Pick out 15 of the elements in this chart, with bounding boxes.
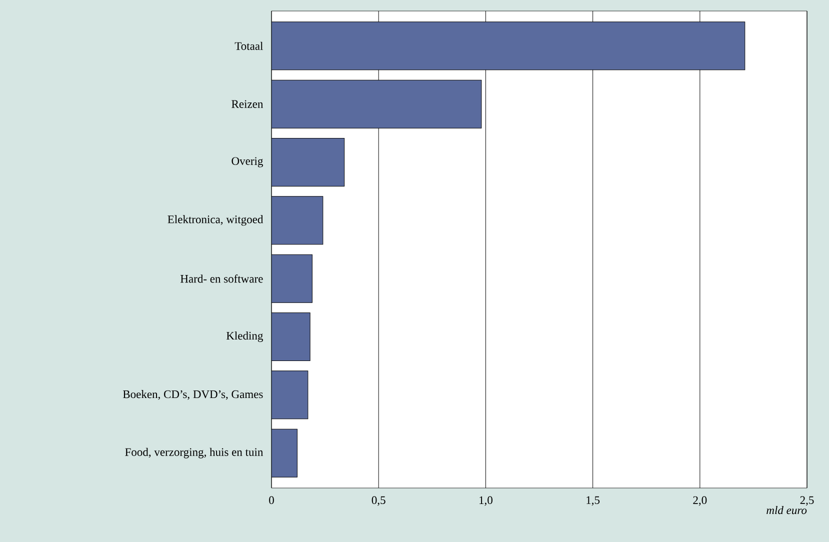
y-tick-label: Boeken, CD’s, DVD’s, Games <box>122 390 263 400</box>
y-tick-label: Kleding <box>226 332 263 342</box>
x-axis-title: mld euro <box>766 506 807 514</box>
y-tick-label: Totaal <box>234 42 263 50</box>
x-tick-label: 2,5 <box>800 496 814 506</box>
y-tick-label: Food, verzorging, huis en tuin <box>125 448 264 458</box>
x-tick-label: 0,5 <box>372 496 386 506</box>
x-tick-label: 0 <box>269 496 274 504</box>
x-tick-label: 1,0 <box>480 496 492 506</box>
x-tick-label: 2,0 <box>693 496 707 506</box>
y-tick-label: Reizen <box>232 100 264 108</box>
y-tick-label: Overig <box>232 157 263 168</box>
x-tick-label: 1,5 <box>586 496 600 506</box>
y-tick-label: Elektronica, witgoed <box>168 215 264 226</box>
y-tick-label: Hard- en software <box>180 274 263 283</box>
